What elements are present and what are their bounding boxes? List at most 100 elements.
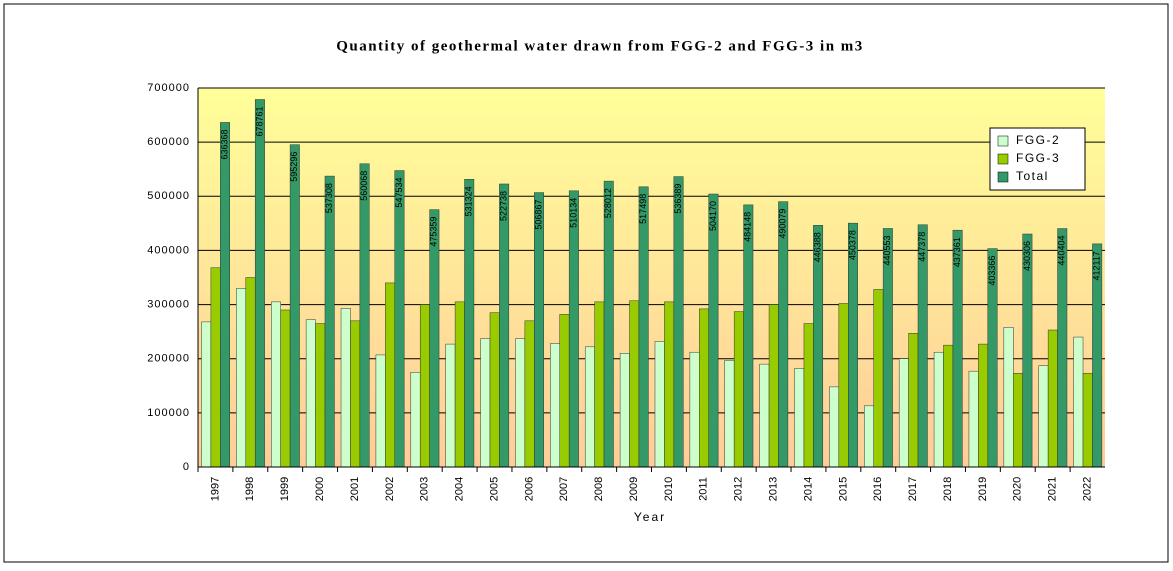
value-label: 430306 [1022,241,1032,271]
bar [236,288,247,468]
value-label: 403366 [987,256,997,286]
bar [689,351,700,468]
bar [375,354,386,468]
x-tick-label: 1998 [244,477,256,501]
legend-label: Total [1016,169,1049,183]
x-tick-label: 2010 [663,477,675,501]
legend-label: FGG-3 [1016,151,1060,165]
x-tick-label: 2017 [907,477,919,501]
bar [803,323,814,468]
bar [619,353,630,468]
value-label: 437361 [952,237,962,267]
value-label: 522738 [498,191,508,221]
x-tick-label: 2006 [523,477,535,501]
bar [210,267,221,468]
value-label: 446388 [812,232,822,262]
value-label: 412117 [1092,251,1102,280]
bar [1013,373,1023,468]
value-label: 440553 [882,235,892,265]
x-tick-label: 1997 [209,477,221,501]
y-tick-label: 200000 [147,353,190,365]
bar [708,193,719,468]
x-tick-label: 2020 [1012,477,1024,501]
bar [724,360,735,468]
x-tick-label: 2011 [698,477,710,501]
x-tick-label: 2000 [314,477,326,501]
bar [340,308,351,468]
bar [445,343,456,468]
bar [480,338,491,468]
bar [359,163,370,468]
value-label: 678761 [254,106,264,136]
value-label: 560068 [359,171,369,201]
x-tick-label: 2012 [733,477,745,501]
x-tick-label: 2021 [1047,477,1059,501]
bar [220,122,230,468]
y-tick-label: 600000 [147,136,190,148]
bar [534,192,544,468]
bar [245,277,256,468]
x-tick-label: 2015 [837,477,849,501]
bar [289,144,300,468]
legend-swatch [997,171,1009,183]
bar [898,358,909,468]
y-tick-label: 300000 [147,298,190,310]
bar [759,363,770,468]
bar [978,343,989,468]
bar [673,176,684,468]
x-tick-label: 1999 [279,477,291,501]
chart-title: Quantity of geothermal water drawn from … [336,38,864,54]
bar [350,320,361,468]
bar [768,304,779,468]
bar [654,341,665,468]
bar [664,301,675,468]
x-tick-label: 2016 [872,477,884,501]
bar [1073,336,1084,468]
bar [829,386,840,468]
legend-swatch [997,135,1009,147]
bar [594,301,605,468]
x-tick-label: 2008 [593,477,605,501]
y-tick-label: 400000 [147,244,190,256]
value-label: 517498 [638,194,648,224]
bar [499,183,510,468]
bar [315,323,326,468]
bar [733,311,744,468]
bar [515,338,526,468]
value-label: 447378 [917,232,927,262]
bar [873,289,884,468]
value-label: 440404 [1057,236,1067,266]
value-label: 536389 [673,184,683,214]
bar [603,180,614,468]
bar [699,308,709,468]
x-tick-label: 2018 [942,477,954,501]
bar [324,175,335,468]
bar [394,170,405,468]
bar [568,190,579,468]
bar [908,333,919,468]
x-tick-label: 2009 [628,477,640,501]
value-label: 475359 [429,217,439,247]
bar [838,303,849,468]
bar [968,370,979,468]
bar [454,301,465,468]
x-tick-label: 2001 [349,477,361,501]
legend-swatch [997,153,1009,165]
bar [1047,329,1058,468]
value-label: 506867 [533,200,543,230]
bar [638,186,649,468]
bar [464,179,475,468]
bar [410,372,421,468]
bar [1082,373,1093,468]
y-tick-label: 0 [183,461,190,473]
x-tick-label: 2019 [977,477,989,501]
legend-label: FGG-2 [1016,133,1060,147]
value-label: 510134 [568,198,578,228]
bar [933,351,944,468]
y-tick-label: 700000 [147,82,190,94]
value-label: 484148 [743,212,753,242]
bar [201,321,212,468]
bar [305,319,316,468]
bar [280,309,291,468]
x-tick-label: 2014 [802,477,814,501]
